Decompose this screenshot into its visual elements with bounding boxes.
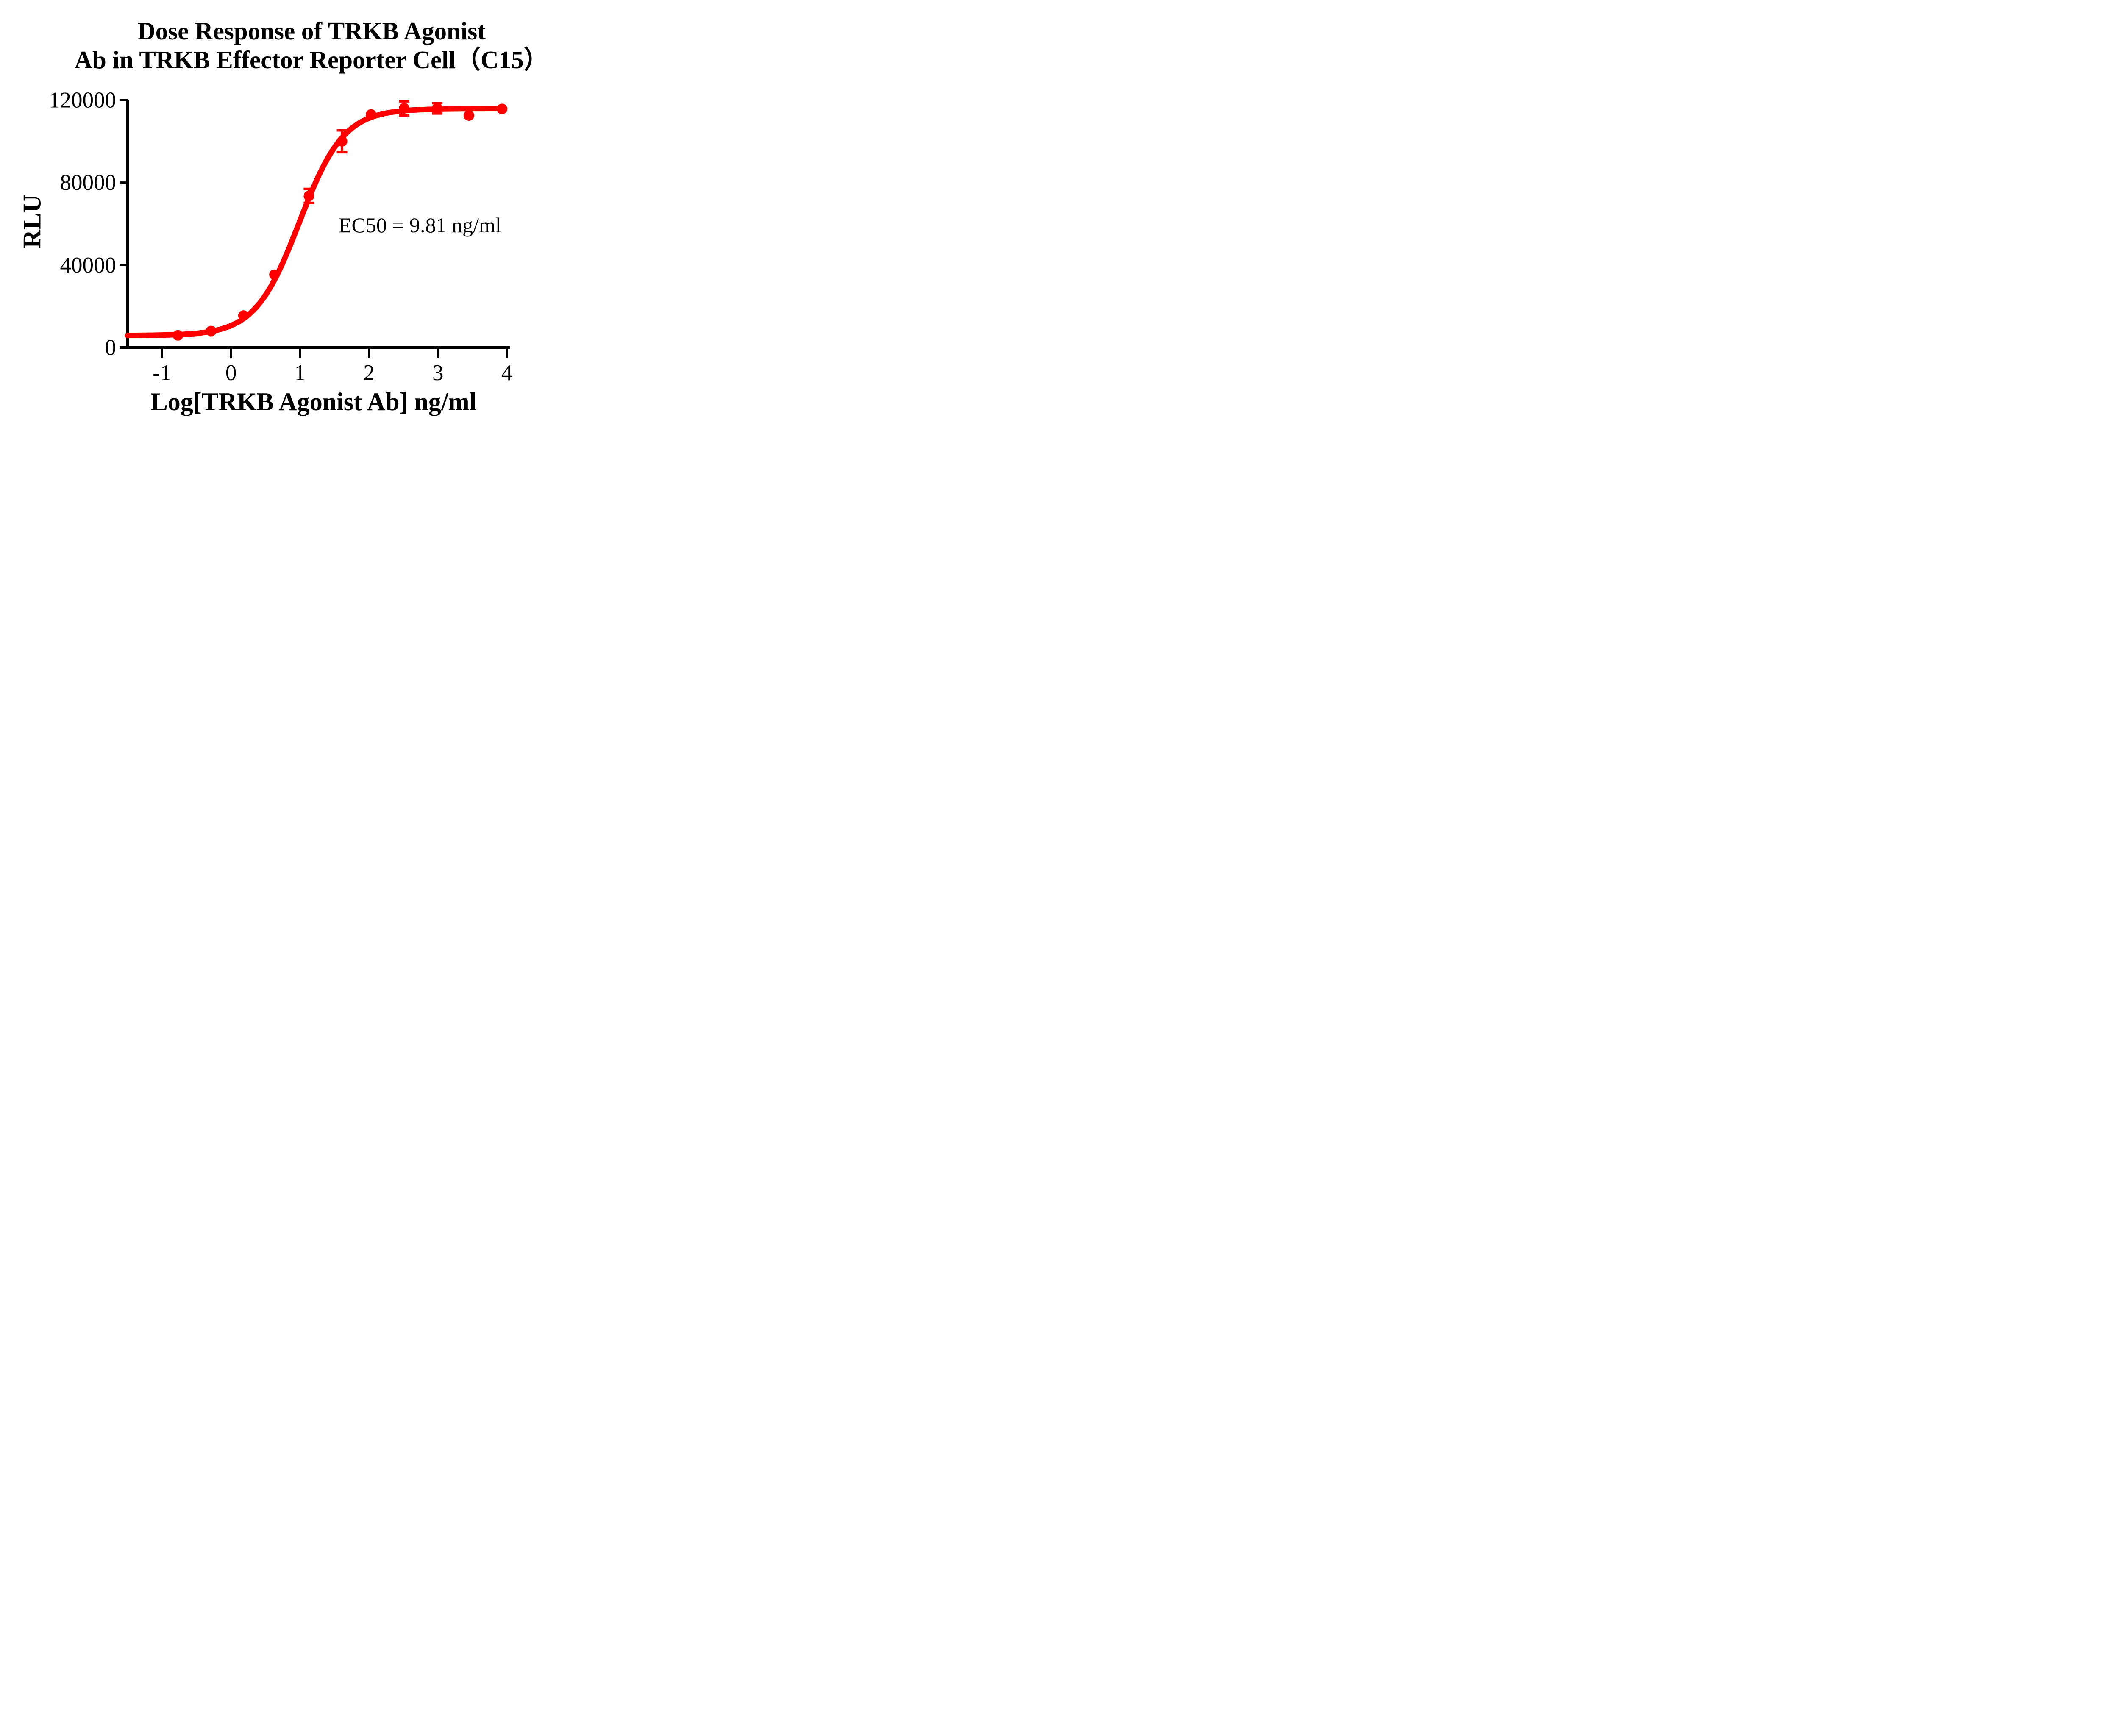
data-point [269,269,280,280]
x-tick-label: 4 [501,361,513,385]
data-point [303,190,314,201]
x-tick-label: -1 [153,361,171,385]
y-tick-label: 40000 [60,253,117,278]
data-point [497,103,508,114]
chart-title-line2: Ab in TRKB Effector Reporter Cell（C15） [74,45,549,74]
chart-title-line1: Dose Response of TRKB Agonist [137,17,486,45]
data-point [399,103,410,114]
data-point [238,310,249,321]
data-point [336,136,348,147]
x-tick-label: 3 [432,361,444,385]
dose-response-chart: 0 40000 80000 120000 -1 0 1 2 3 4 Dose Response o… [0,0,567,434]
data-point [365,109,376,120]
y-tick-label: 120000 [49,88,116,113]
y-tick-label: 0 [105,336,117,360]
x-tick-label: 1 [295,361,306,385]
data-point [432,103,443,114]
x-tick-label: 0 [225,361,237,385]
plot-canvas: 0 40000 80000 120000 -1 0 1 2 3 4 [49,88,513,386]
data-point [206,326,217,337]
y-axis-title: RLU [18,194,46,248]
chart-title: Dose Response of TRKB Agonist Ab in TRKB… [55,17,568,74]
x-axis-title: Log[TRKB Agonist Ab] ng/ml [150,388,477,416]
x-tick-label: 2 [363,361,375,385]
data-point [464,110,474,121]
data-point [172,330,184,341]
y-tick-label: 80000 [60,170,117,195]
ec50-annotation: EC50 = 9.81 ng/ml [339,213,501,237]
